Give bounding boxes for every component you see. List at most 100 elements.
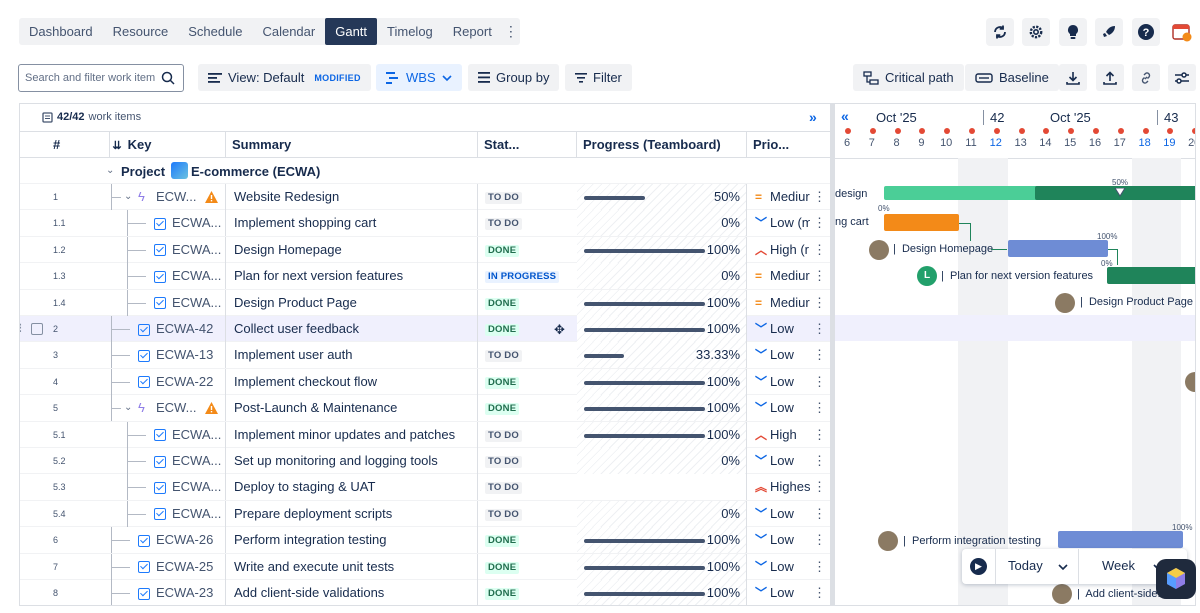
priority-label[interactable]: High	[770, 426, 797, 442]
column-header-key[interactable]: ⇊ Key	[110, 131, 226, 158]
row-actions-icon[interactable]: ⋮	[813, 347, 826, 363]
status-badge[interactable]: DONE	[485, 561, 520, 574]
row-key[interactable]: ECWA-42	[156, 321, 214, 336]
table-row[interactable]: 5.3 ECWA... Deploy to staging & UAT TO DO ︽ H…	[20, 474, 830, 501]
table-row[interactable]: 1.3 ECWA... Plan for next version features…	[20, 263, 830, 290]
row-summary[interactable]: Implement user auth	[234, 347, 353, 363]
table-row[interactable]: 6 ECWA-26 Perform integration testing DONE 1…	[20, 527, 830, 554]
row-summary[interactable]: Deploy to staging & UAT	[234, 479, 376, 495]
row-summary[interactable]: Prepare deployment scripts	[234, 505, 393, 521]
chevron-down-icon[interactable]	[1058, 563, 1068, 571]
row-actions-icon[interactable]: ⋮	[813, 215, 826, 231]
row-summary[interactable]: Implement minor updates and patches	[234, 426, 456, 442]
row-key[interactable]: ECWA...	[172, 426, 222, 442]
table-row[interactable]: 4 ECWA-22 Implement checkout flow DONE 100% ﹀…	[20, 368, 830, 396]
search-input[interactable]	[25, 72, 161, 84]
expand-gantt-icon[interactable]: »	[809, 109, 817, 125]
priority-label[interactable]: Low	[770, 321, 794, 336]
priority-label[interactable]: Low	[770, 585, 794, 600]
column-header-progress[interactable]: Progress (Teamboard)	[577, 131, 747, 158]
arrow-right-icon[interactable]: ▶	[970, 558, 987, 575]
row-actions-icon[interactable]: ⋮	[813, 373, 826, 389]
row-key[interactable]: ECWA...	[172, 505, 222, 521]
status-badge[interactable]: TO DO	[485, 350, 522, 363]
gantt-bar-shopping-cart[interactable]	[884, 214, 959, 231]
row-actions-icon[interactable]: ⋮	[813, 241, 826, 257]
row-key[interactable]: ECWA...	[172, 268, 222, 284]
row-actions-icon[interactable]: ⋮	[813, 268, 826, 284]
wbs-button[interactable]: WBS	[376, 64, 462, 91]
week-scale-select[interactable]: Week	[1102, 558, 1135, 573]
status-badge[interactable]: DONE	[485, 588, 520, 600]
status-badge[interactable]: DONE	[485, 244, 520, 257]
tab-dashboard[interactable]: Dashboard	[29, 24, 93, 39]
row-summary[interactable]: Implement checkout flow	[234, 373, 378, 389]
baseline-button[interactable]: Baseline	[965, 64, 1059, 91]
priority-label[interactable]: High (r	[770, 241, 810, 257]
gantt-bar-design-homepage[interactable]	[1008, 240, 1108, 257]
status-badge[interactable]: TO DO	[485, 508, 522, 521]
gantt-bar-integration-testing[interactable]	[1058, 531, 1183, 548]
table-row[interactable]: ⠿ 2 ECWA-42 Collect user feedback DONE 100% ﹀L…	[20, 316, 830, 343]
row-actions-icon[interactable]: ⋮	[813, 479, 826, 495]
table-row[interactable]: 1 ⌄ ϟ ECW... Website Redesign TO DO 50% = Mediur…	[20, 184, 830, 211]
priority-label[interactable]: Low	[770, 532, 794, 548]
row-actions-icon[interactable]: ⋮	[813, 532, 826, 548]
table-row[interactable]: 5 ⌄ ϟ ECW... Post-Launch & Maintenance DONE 10…	[20, 395, 830, 422]
priority-label[interactable]: Highes	[770, 479, 810, 495]
group-by-button[interactable]: Group by	[468, 64, 560, 91]
collapse-all-icon[interactable]: ⇊	[112, 140, 122, 152]
upload-icon[interactable]	[1096, 64, 1124, 91]
download-icon[interactable]	[1059, 64, 1087, 91]
status-badge[interactable]: DONE	[485, 376, 520, 389]
row-key[interactable]: ECWA-22	[156, 373, 214, 389]
priority-label[interactable]: Low	[770, 505, 794, 521]
priority-label[interactable]: Low	[770, 400, 794, 416]
filter-button[interactable]: Filter	[565, 64, 632, 91]
gantt-bar-plan-next-version[interactable]	[1107, 267, 1195, 284]
priority-label[interactable]: Mediur	[770, 294, 810, 310]
calendar-icon[interactable]	[1168, 18, 1196, 46]
critical-path-button[interactable]: Critical path	[853, 64, 964, 91]
sliders-icon[interactable]	[1168, 64, 1196, 91]
status-badge[interactable]: TO DO	[485, 482, 522, 495]
row-actions-icon[interactable]: ⋮	[813, 453, 826, 468]
row-key[interactable]: ECWA-25	[156, 558, 214, 574]
row-actions-icon[interactable]: ⋮	[813, 505, 826, 521]
view-button[interactable]: View: Default MODIFIED	[198, 64, 371, 91]
priority-label[interactable]: Mediur	[770, 268, 810, 284]
row-key[interactable]: ECWA...	[172, 453, 222, 468]
table-row[interactable]: 3 ECWA-13 Implement user auth TO DO 33.33% ﹀ L…	[20, 342, 830, 369]
status-badge[interactable]: DONE	[485, 324, 520, 336]
row-actions-icon[interactable]: ⋮	[813, 189, 826, 204]
status-badge[interactable]: TO DO	[485, 429, 522, 442]
today-button[interactable]: Today	[1008, 558, 1043, 573]
column-header-priority[interactable]: Prio...	[753, 137, 790, 152]
row-actions-icon[interactable]: ⋮	[813, 400, 826, 416]
row-summary[interactable]: Write and execute unit tests	[234, 558, 395, 574]
priority-label[interactable]: Mediur	[770, 189, 810, 204]
chevron-down-icon[interactable]: ⌄	[124, 191, 133, 202]
status-badge[interactable]: DONE	[485, 535, 520, 548]
row-key[interactable]: ECWA-13	[156, 347, 214, 363]
search-input-wrapper[interactable]	[18, 64, 184, 92]
status-badge[interactable]: TO DO	[485, 218, 522, 231]
row-select-checkbox[interactable]	[31, 323, 43, 335]
table-row[interactable]: 5.1 ECWA... Implement minor updates and pa…	[20, 421, 830, 448]
row-summary[interactable]: Implement shopping cart	[234, 215, 377, 231]
row-summary[interactable]: Plan for next version features	[234, 268, 404, 284]
status-badge[interactable]: DONE	[485, 297, 520, 310]
table-row[interactable]: 1.1 ECWA... Implement shopping cart TO DO 0%…	[20, 210, 830, 237]
priority-label[interactable]: Low	[770, 453, 794, 468]
table-row[interactable]: 7 ECWA-25 Write and execute unit tests DONE…	[20, 553, 830, 580]
priority-label[interactable]: Low	[770, 347, 794, 363]
row-summary[interactable]: Design Product Page	[234, 294, 357, 310]
drag-handle-icon[interactable]: ⠿	[20, 316, 23, 342]
row-actions-icon[interactable]: ⋮	[813, 558, 826, 574]
row-summary[interactable]: Design Homepage	[234, 241, 342, 257]
table-row[interactable]: 1.4 ECWA... Design Product Page DONE 100% = Me…	[20, 289, 830, 316]
priority-label[interactable]: Low	[770, 558, 794, 574]
row-key[interactable]: ECW...	[156, 400, 197, 416]
timeline-prev-icon[interactable]: «	[841, 108, 849, 124]
column-header-number[interactable]: #	[44, 131, 110, 158]
